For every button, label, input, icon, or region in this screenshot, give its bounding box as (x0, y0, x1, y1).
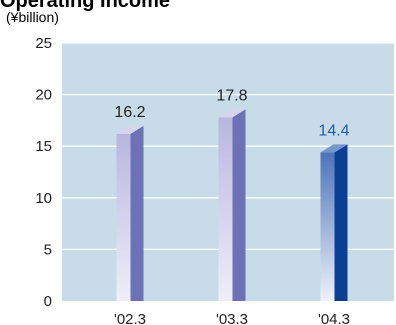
bar-value-label: 17.8 (216, 87, 247, 104)
bar-top-face (218, 109, 246, 118)
bar: 14.4 (318, 122, 350, 301)
bar-front-face (320, 152, 335, 301)
y-tick-label: 0 (44, 293, 52, 310)
bar-front-face (116, 133, 131, 301)
x-tick-label: '02.3 (114, 311, 146, 325)
y-axis-tick-labels: 0 5 10 15 20 25 (35, 35, 52, 310)
bar-side-face (334, 144, 348, 301)
y-tick-label: 10 (35, 190, 52, 207)
bar-front-face (218, 117, 233, 301)
y-tick-label: 20 (35, 87, 52, 104)
bars: 16.2 17.8 14.4 (114, 87, 350, 301)
x-tick-label: '04.3 (318, 311, 350, 325)
bar-value-label: 14.4 (318, 122, 349, 139)
y-tick-label: 15 (35, 138, 52, 155)
chart-title: Operating Income (0, 0, 171, 12)
bar-top-face (116, 125, 144, 134)
bar-top-face (320, 144, 348, 153)
y-tick-label: 5 (44, 241, 52, 258)
x-axis-tick-labels: '02.3 '03.3 '04.3 (114, 311, 350, 325)
bar-value-label: 16.2 (114, 104, 145, 121)
x-tick-label: '03.3 (216, 311, 248, 325)
bar-side-face (232, 109, 246, 301)
y-tick-label: 25 (35, 35, 52, 52)
bar: 17.8 (216, 87, 248, 301)
bar-side-face (130, 125, 144, 301)
y-axis-unit-label: (¥billion) (6, 9, 59, 25)
bar: 16.2 (114, 104, 146, 301)
